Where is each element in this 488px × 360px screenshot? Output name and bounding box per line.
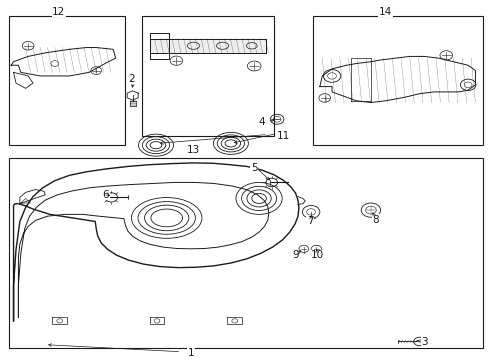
Text: 9: 9 [292,250,298,260]
Bar [312,15,482,145]
Bar [9,15,125,145]
Text: 10: 10 [310,250,324,260]
Text: 8: 8 [372,215,378,225]
Text: 12: 12 [52,7,65,17]
Text: 14: 14 [378,7,391,17]
Text: 6: 6 [102,190,109,200]
Bar [142,15,273,136]
Text: 13: 13 [186,145,200,156]
Text: 2: 2 [128,75,135,85]
Text: 7: 7 [306,216,313,226]
Text: 3: 3 [420,337,427,347]
Polygon shape [149,39,266,53]
Text: 1: 1 [187,348,194,358]
Text: 4: 4 [258,117,264,127]
Text: 5: 5 [250,163,257,173]
Text: 11: 11 [276,131,289,141]
Bar [9,158,482,347]
